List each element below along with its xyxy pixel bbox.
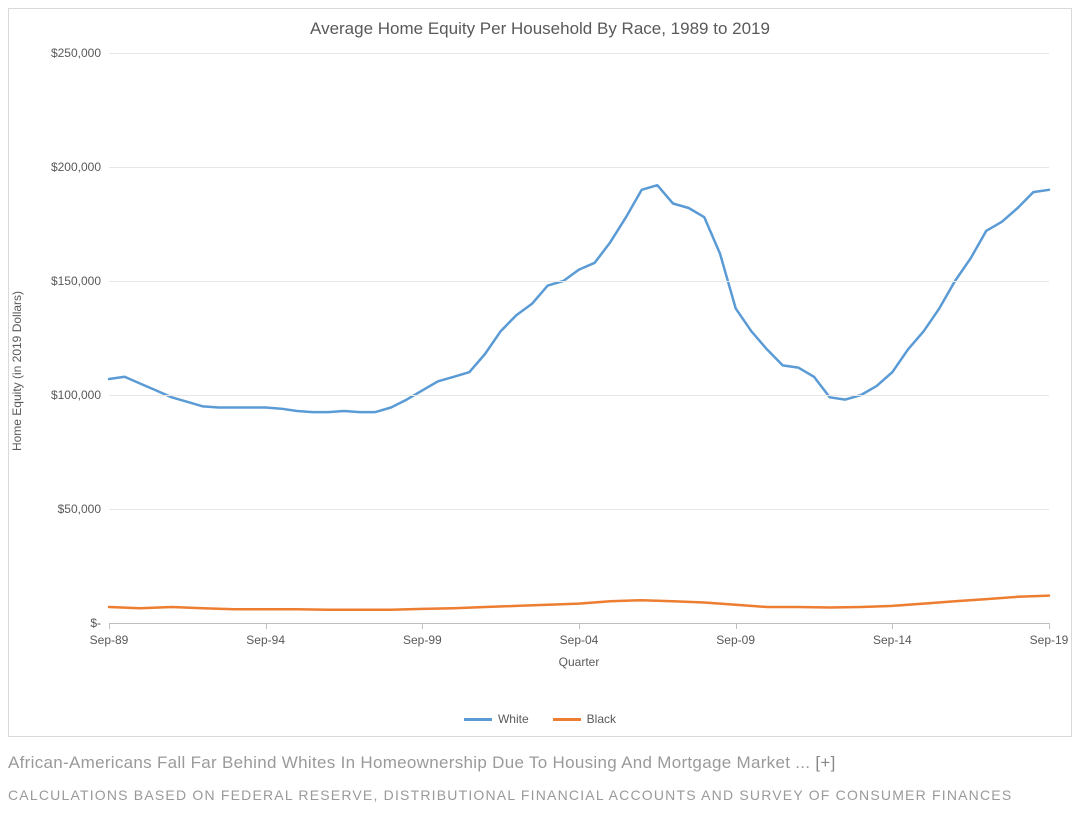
chart-body: Home Equity (in 2019 Dollars) $-$50,000$… — [9, 43, 1073, 698]
line-series-svg — [109, 53, 1049, 623]
x-tick — [579, 623, 580, 629]
legend-label-black: Black — [587, 712, 616, 726]
x-tick-label: Sep-14 — [873, 633, 912, 647]
x-axis-title: Quarter — [559, 655, 600, 669]
x-tick — [736, 623, 737, 629]
series-line-white — [109, 185, 1049, 412]
plot-area: $-$50,000$100,000$150,000$200,000$250,00… — [109, 53, 1049, 623]
y-tick-label: $- — [90, 616, 109, 630]
y-tick-label: $250,000 — [51, 46, 109, 60]
legend-item-white: White — [464, 712, 529, 726]
legend-swatch-black — [553, 718, 581, 721]
grid-line — [109, 281, 1049, 282]
grid-line — [109, 509, 1049, 510]
legend-item-black: Black — [553, 712, 616, 726]
series-line-black — [109, 596, 1049, 610]
chart-frame: Average Home Equity Per Household By Rac… — [8, 8, 1072, 737]
x-tick-label: Sep-09 — [716, 633, 755, 647]
x-tick-label: Sep-19 — [1030, 633, 1069, 647]
x-tick-label: Sep-94 — [246, 633, 285, 647]
y-tick-label: $100,000 — [51, 388, 109, 402]
caption-source: CALCULATIONS BASED ON FEDERAL RESERVE, D… — [8, 787, 1012, 803]
y-axis-title: Home Equity (in 2019 Dollars) — [10, 290, 24, 450]
grid-line — [109, 395, 1049, 396]
caption: African-Americans Fall Far Behind Whites… — [8, 747, 1072, 812]
caption-text: African-Americans Fall Far Behind Whites… — [8, 753, 810, 772]
x-tick-label: Sep-89 — [90, 633, 129, 647]
legend-label-white: White — [498, 712, 529, 726]
caption-expand-icon[interactable]: [+] — [815, 753, 835, 772]
chart-title: Average Home Equity Per Household By Rac… — [9, 9, 1071, 43]
y-tick-label: $50,000 — [58, 502, 109, 516]
grid-line — [109, 167, 1049, 168]
x-tick — [1049, 623, 1050, 629]
y-tick-label: $200,000 — [51, 160, 109, 174]
x-tick — [266, 623, 267, 629]
grid-line — [109, 53, 1049, 54]
x-tick — [109, 623, 110, 629]
legend: White Black — [9, 698, 1071, 736]
legend-swatch-white — [464, 718, 492, 721]
x-tick — [422, 623, 423, 629]
x-tick — [892, 623, 893, 629]
x-tick-label: Sep-04 — [560, 633, 599, 647]
x-tick-label: Sep-99 — [403, 633, 442, 647]
y-tick-label: $150,000 — [51, 274, 109, 288]
